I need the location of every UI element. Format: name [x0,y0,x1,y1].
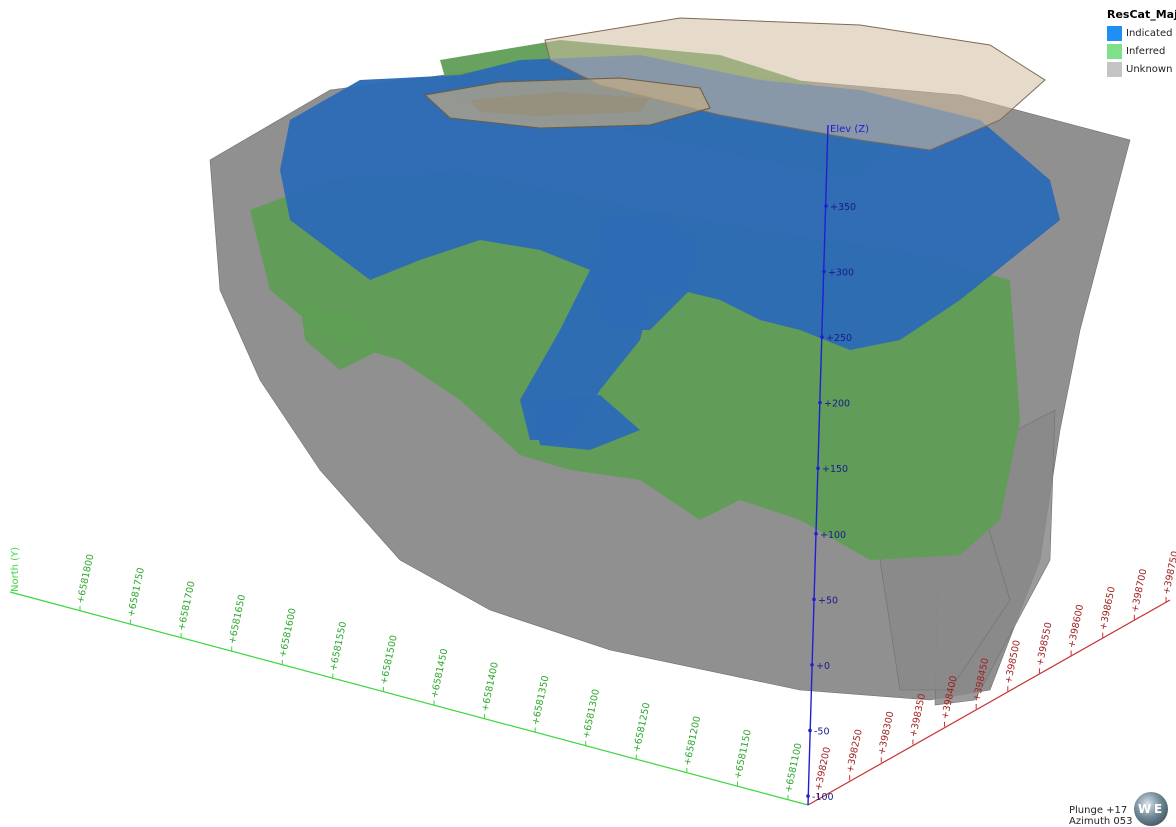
legend-item-unknown[interactable]: Unknown [1107,60,1173,78]
north-tick-label: +6581800 [75,553,96,604]
east-tick-label: +398350 [908,693,928,739]
north-axis-label: North (Y) [10,547,21,592]
east-tick-label: +398700 [1130,568,1150,614]
elev-tick [806,794,810,798]
north-tick-label: +6581600 [277,607,298,658]
north-tick-label: +6581350 [530,675,551,726]
east-tick-label: +398250 [845,728,865,774]
north-tick-label: +6581300 [581,688,602,739]
east-tick-label: +398600 [1066,604,1086,650]
legend-label: Unknown [1126,63,1173,75]
legend-item-indicated[interactable]: Indicated [1107,24,1173,42]
legend-label: Inferred [1126,45,1166,57]
north-tick-label: +6581550 [328,621,349,672]
legend-swatch [1107,43,1122,59]
elev-tick-label: +0 [816,661,830,672]
elev-tick [808,728,812,733]
elev-tick [820,335,824,339]
legend-title: ResCat_Maj [1107,8,1176,21]
elev-tick-label: +150 [822,464,848,475]
north-tick-label: +6581100 [783,742,804,793]
east-tick-label: +398300 [876,710,896,756]
north-tick-label: +6581500 [379,634,400,685]
pit-shell [423,17,1046,151]
legend-item-inferred[interactable]: Inferred [1107,42,1173,60]
north-tick-label: +6581650 [227,594,248,645]
compass-globe-icon[interactable]: W E [1134,792,1168,826]
legend-label: Indicated [1126,27,1173,39]
east-tick-label: +398650 [1098,586,1118,632]
east-tick-label: +398200 [813,746,833,792]
elev-tick-label: +250 [826,333,852,344]
north-tick-label: +6581450 [429,648,450,699]
east-tick-label: +398550 [1035,621,1055,667]
elev-tick [816,466,820,471]
legend: ResCat_Maj Indicated Inferred Unknown [1107,8,1176,78]
north-tick-label: +6581250 [631,702,652,753]
elev-tick [822,269,826,274]
north-tick-label: +6581700 [176,580,197,631]
elev-tick [824,204,828,208]
elev-tick [814,531,818,536]
north-tick-label: +6581400 [480,661,501,712]
elev-tick [812,597,816,602]
elev-tick-label: -50 [814,726,830,737]
view-orientation: Plunge +17 Azimuth 053 [1069,805,1132,827]
elev-tick [810,663,814,667]
elev-tick-label: +350 [830,202,856,213]
legend-swatch [1107,61,1122,77]
elev-axis-label: Elev (Z) [830,124,869,135]
north-tick-label: +6581200 [682,715,703,766]
north-tick-label: +6581750 [126,567,147,618]
elev-tick-label: +50 [818,595,838,606]
azimuth-readout: Azimuth 053 [1069,816,1133,827]
elev-tick-label: +100 [820,530,846,541]
indicated-zone [280,55,1060,450]
elev-tick [818,400,822,405]
legend-swatch [1107,25,1122,41]
elev-tick-label: -100 [812,792,834,803]
north-tick-label: +6581150 [733,729,754,780]
elev-tick-label: +300 [828,268,854,279]
plunge-readout: Plunge +17 [1069,805,1128,816]
east-tick-label: +398750 [1161,550,1176,596]
elev-tick-label: +200 [824,399,850,410]
elev-axis: Elev (Z) -100 -50 +0 +50 +100 +150 +200 +250 +30… [806,124,869,806]
